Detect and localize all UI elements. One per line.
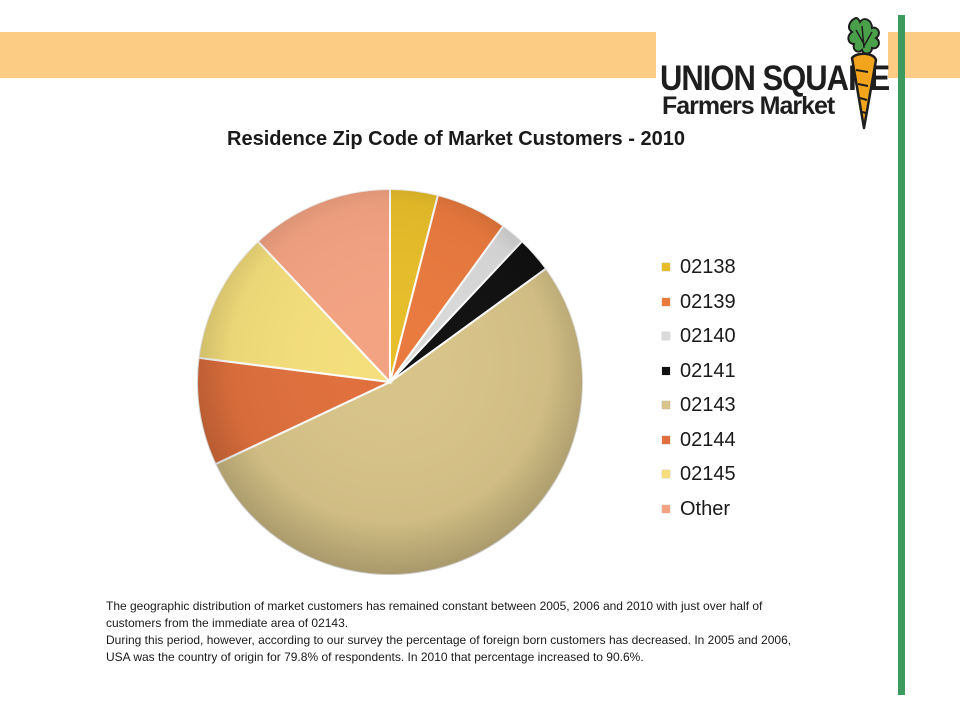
legend-swatch: [662, 504, 670, 513]
legend-item: Other: [662, 492, 736, 527]
legend-swatch: [662, 470, 670, 479]
legend-item: 02138: [662, 250, 736, 285]
description-paragraph: During this period, however, according t…: [106, 633, 792, 664]
logo-subtitle: Farmers Market: [662, 92, 835, 120]
legend-label: 02145: [680, 463, 736, 486]
legend-swatch: [662, 297, 670, 306]
description-text: The geographic distribution of market cu…: [106, 598, 818, 666]
chart-legend: 02138 02139 02140 02141 02143 02144 02145 Other: [662, 250, 736, 526]
logo-title: UNION SQUARE: [660, 57, 890, 98]
legend-label: 02143: [680, 394, 736, 417]
pie-chart: [196, 187, 584, 577]
legend-label: 02144: [680, 428, 736, 451]
legend-label: 02139: [680, 290, 736, 313]
legend-label: 02141: [680, 359, 736, 382]
legend-item: 02140: [662, 319, 736, 354]
legend-swatch: [662, 401, 670, 410]
carrot-icon: [847, 16, 880, 130]
legend-item: 02145: [662, 457, 736, 492]
legend-swatch: [662, 435, 670, 444]
legend-swatch: [662, 263, 670, 272]
legend-item: 02139: [662, 285, 736, 320]
legend-item: 02143: [662, 388, 736, 423]
legend-swatch: [662, 366, 670, 375]
legend-swatch: [662, 332, 670, 341]
legend-label: Other: [680, 497, 731, 520]
chart-title: Residence Zip Code of Market Customers -…: [227, 128, 685, 150]
logo: UNION SQUARE Farmers Market: [656, 14, 890, 132]
accent-bar: [898, 15, 905, 695]
legend-label: 02140: [680, 325, 736, 348]
legend-item: 02144: [662, 423, 736, 458]
legend-item: 02141: [662, 354, 736, 389]
description-paragraph: The geographic distribution of market cu…: [106, 599, 763, 630]
legend-label: 02138: [680, 256, 736, 279]
header-band: [0, 32, 656, 78]
